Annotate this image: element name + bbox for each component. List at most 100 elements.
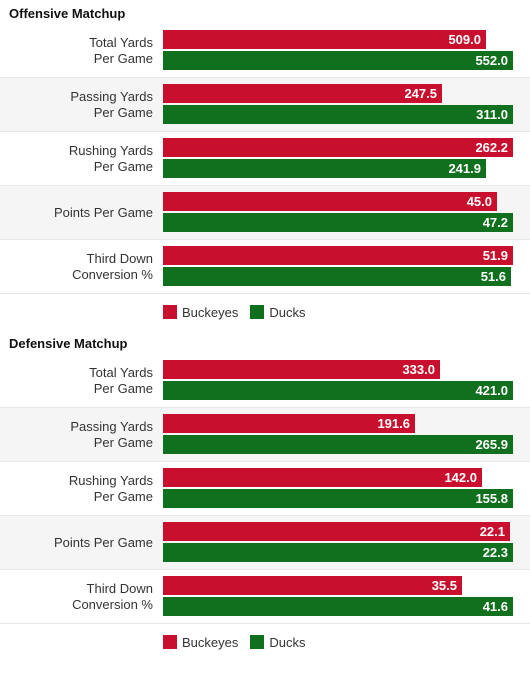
stat-label-text: Points Per Game <box>54 535 153 551</box>
bar-value-label: 155.8 <box>475 491 508 506</box>
bar-value-label: 22.3 <box>482 545 508 560</box>
stat-label-line: Per Game <box>93 50 153 66</box>
bar-value-label: 241.9 <box>448 161 481 176</box>
legend-swatch <box>163 635 177 649</box>
legend-swatch <box>163 305 177 319</box>
stat-label-line: Total Yards <box>89 364 153 380</box>
legend-label: Buckeyes <box>182 304 239 320</box>
stat-label-text: Total Yards Per Game <box>89 365 153 397</box>
legend-label: Buckeyes <box>182 634 239 650</box>
stat-label-line: Per Game <box>93 380 153 396</box>
matchup-rows: Total Yards Per Game 333.0 421.0 Passing Yar… <box>0 354 530 624</box>
stat-label: Third Down Conversion % <box>0 240 153 293</box>
buckeyes-bar: 45.0 <box>163 192 497 211</box>
stat-label-text: Third Down Conversion % <box>72 251 153 283</box>
ducks-bar: 41.6 <box>163 597 513 616</box>
bar-value-label: 265.9 <box>475 437 508 452</box>
matchup-rows: Total Yards Per Game 509.0 552.0 Passing Yar… <box>0 24 530 294</box>
stat-label-line: Conversion % <box>72 596 153 612</box>
legend-label: Ducks <box>269 634 306 650</box>
ducks-bar: 22.3 <box>163 543 513 562</box>
stat-row: Third Down Conversion % 51.9 51.6 <box>0 240 530 294</box>
stat-label: Third Down Conversion % <box>0 570 153 623</box>
legend-item-buckeyes: Buckeyes <box>163 305 238 320</box>
stat-label-line: Per Game <box>93 158 153 174</box>
legend: Buckeyes Ducks <box>0 294 530 330</box>
bar-value-label: 142.0 <box>444 470 477 485</box>
stat-label: Rushing Yards Per Game <box>0 462 153 515</box>
bar-value-label: 51.9 <box>482 248 508 263</box>
defensive-matchup-section: Defensive Matchup Total Yards Per Game 333.… <box>0 330 530 660</box>
bar-value-label: 22.1 <box>479 524 505 539</box>
buckeyes-bar: 333.0 <box>163 360 440 379</box>
stat-row: Rushing Yards Per Game 142.0 155.8 <box>0 462 530 516</box>
buckeyes-bar: 509.0 <box>163 30 486 49</box>
stat-label-line: Points Per Game <box>54 204 153 220</box>
buckeyes-bar: 142.0 <box>163 468 482 487</box>
stat-label-text: Rushing Yards Per Game <box>69 143 153 175</box>
legend-item-ducks: Ducks <box>250 634 306 650</box>
stat-label-line: Per Game <box>93 434 153 450</box>
legend-item-buckeyes: Buckeyes <box>163 635 238 650</box>
buckeyes-bar: 22.1 <box>163 522 510 541</box>
stat-label-line: Third Down <box>86 250 153 266</box>
bar-value-label: 45.0 <box>466 194 492 209</box>
stat-label-text: Passing Yards Per Game <box>70 419 153 451</box>
stat-label: Rushing Yards Per Game <box>0 132 153 185</box>
stat-row: Passing Yards Per Game 191.6 265.9 <box>0 408 530 462</box>
bar-value-label: 509.0 <box>448 32 481 47</box>
legend-item-ducks: Ducks <box>250 304 306 320</box>
stat-label-text: Points Per Game <box>54 205 153 221</box>
legend-swatch <box>250 305 265 319</box>
legend-label: Ducks <box>269 304 306 320</box>
stat-label-line: Passing Yards <box>70 418 153 434</box>
stat-label-line: Conversion % <box>72 266 153 282</box>
stat-label-line: Rushing Yards <box>68 472 153 488</box>
bar-value-label: 35.5 <box>431 578 457 593</box>
stat-label: Passing Yards Per Game <box>0 408 153 461</box>
bar-value-label: 333.0 <box>402 362 435 377</box>
bar-value-label: 41.6 <box>482 599 508 614</box>
bar-value-label: 247.5 <box>404 86 437 101</box>
stat-label-line: Total Yards <box>89 34 153 50</box>
stat-label: Points Per Game <box>0 516 153 569</box>
bar-value-label: 47.2 <box>482 215 508 230</box>
stat-label-text: Passing Yards Per Game <box>70 89 153 121</box>
bar-value-label: 421.0 <box>475 383 508 398</box>
stat-label-text: Rushing Yards Per Game <box>69 473 153 505</box>
bar-value-label: 51.6 <box>480 269 506 284</box>
stat-label: Total Yards Per Game <box>0 354 153 407</box>
stat-label: Points Per Game <box>0 186 153 239</box>
stat-row: Points Per Game 22.1 22.3 <box>0 516 530 570</box>
buckeyes-bar: 35.5 <box>163 576 462 595</box>
buckeyes-bar: 51.9 <box>163 246 513 265</box>
stat-label-text: Total Yards Per Game <box>89 35 153 67</box>
ducks-bar: 155.8 <box>163 489 513 508</box>
stat-label-line: Rushing Yards <box>68 142 153 158</box>
stat-label-line: Points Per Game <box>54 534 153 550</box>
stat-row: Total Yards Per Game 509.0 552.0 <box>0 24 530 78</box>
stat-label-line: Third Down <box>86 580 153 596</box>
stat-row: Total Yards Per Game 333.0 421.0 <box>0 354 530 408</box>
legend: Buckeyes Ducks <box>0 624 530 660</box>
ducks-bar: 552.0 <box>163 51 513 70</box>
buckeyes-bar: 262.2 <box>163 138 513 157</box>
matchup-page: Offensive Matchup Total Yards Per Game 509.… <box>0 0 530 660</box>
stat-label: Total Yards Per Game <box>0 24 153 77</box>
stat-label-line: Per Game <box>93 104 153 120</box>
stat-label-line: Per Game <box>93 488 153 504</box>
ducks-bar: 47.2 <box>163 213 513 232</box>
stat-row: Points Per Game 45.0 47.2 <box>0 186 530 240</box>
stat-label: Passing Yards Per Game <box>0 78 153 131</box>
stat-row: Rushing Yards Per Game 262.2 241.9 <box>0 132 530 186</box>
ducks-bar: 51.6 <box>163 267 511 286</box>
buckeyes-bar: 247.5 <box>163 84 442 103</box>
stat-label-line: Passing Yards <box>70 88 153 104</box>
ducks-bar: 241.9 <box>163 159 486 178</box>
ducks-bar: 311.0 <box>163 105 513 124</box>
bar-value-label: 311.0 <box>476 107 508 122</box>
ducks-bar: 265.9 <box>163 435 513 454</box>
stat-label-text: Third Down Conversion % <box>72 581 153 613</box>
offensive-matchup-section: Offensive Matchup Total Yards Per Game 509.… <box>0 0 530 330</box>
section-title: Offensive Matchup <box>9 6 126 21</box>
